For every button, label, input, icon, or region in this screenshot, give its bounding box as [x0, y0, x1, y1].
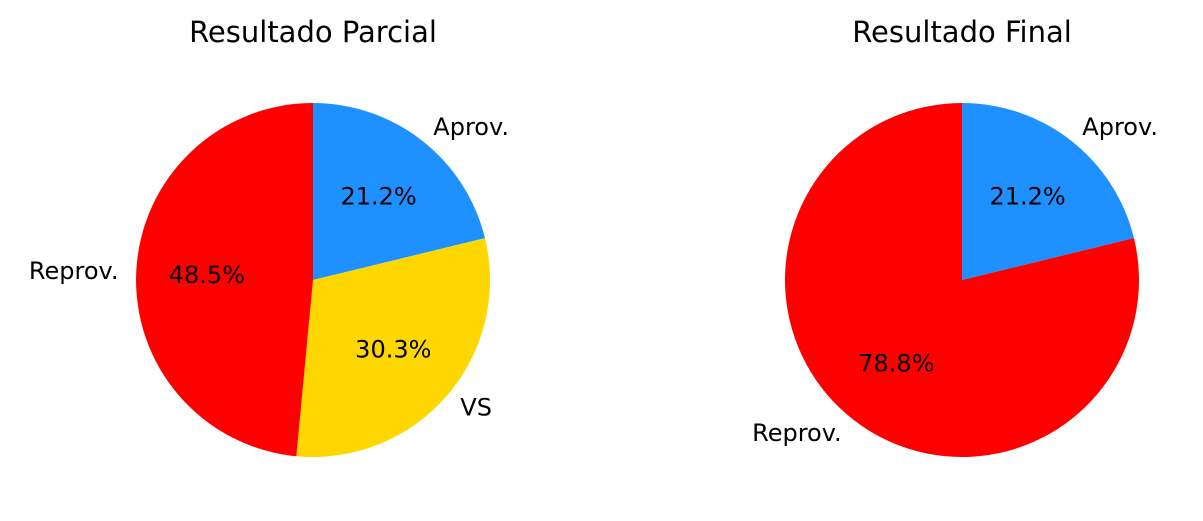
- labels-final: 21.2% Aprov. 78.8% Reprov.: [752, 113, 1158, 447]
- pie-slice-parcial-reprov: [136, 103, 313, 457]
- slices-parcial: [136, 103, 491, 457]
- pct-label-final-reprov: 78.8%: [858, 350, 934, 378]
- pct-label-parcial-aprov: 21.2%: [340, 183, 416, 211]
- pie-slice-final-aprov: [962, 103, 1134, 280]
- labels-parcial: 21.2% Aprov. 30.3% VS 48.5% Reprov.: [29, 113, 509, 421]
- pct-label-parcial-reprov: 48.5%: [169, 261, 245, 289]
- pie-chart-parcial: Resultado Parcial 21.2% Aprov. 30.3% VS 48.5…: [29, 15, 509, 457]
- pie-chart-final: Resultado Final 21.2% Aprov. 78.8% Reprov.: [752, 15, 1158, 457]
- pie-slice-parcial-aprov: [313, 103, 485, 280]
- pct-label-final-aprov: 21.2%: [989, 183, 1065, 211]
- slices-final: [785, 103, 1140, 457]
- slice-label-parcial-aprov: Aprov.: [433, 113, 509, 141]
- pct-label-parcial-vs: 30.3%: [355, 336, 431, 364]
- slice-label-final-reprov: Reprov.: [752, 419, 842, 447]
- slice-label-parcial-vs: VS: [460, 393, 492, 421]
- slice-label-final-aprov: Aprov.: [1082, 113, 1158, 141]
- chart-title-final: Resultado Final: [852, 15, 1072, 49]
- chart-title-parcial: Resultado Parcial: [189, 15, 437, 49]
- pie-slice-parcial-vs: [296, 238, 491, 457]
- pie-slice-final-reprov: [785, 103, 1140, 457]
- slice-label-parcial-reprov: Reprov.: [29, 257, 119, 285]
